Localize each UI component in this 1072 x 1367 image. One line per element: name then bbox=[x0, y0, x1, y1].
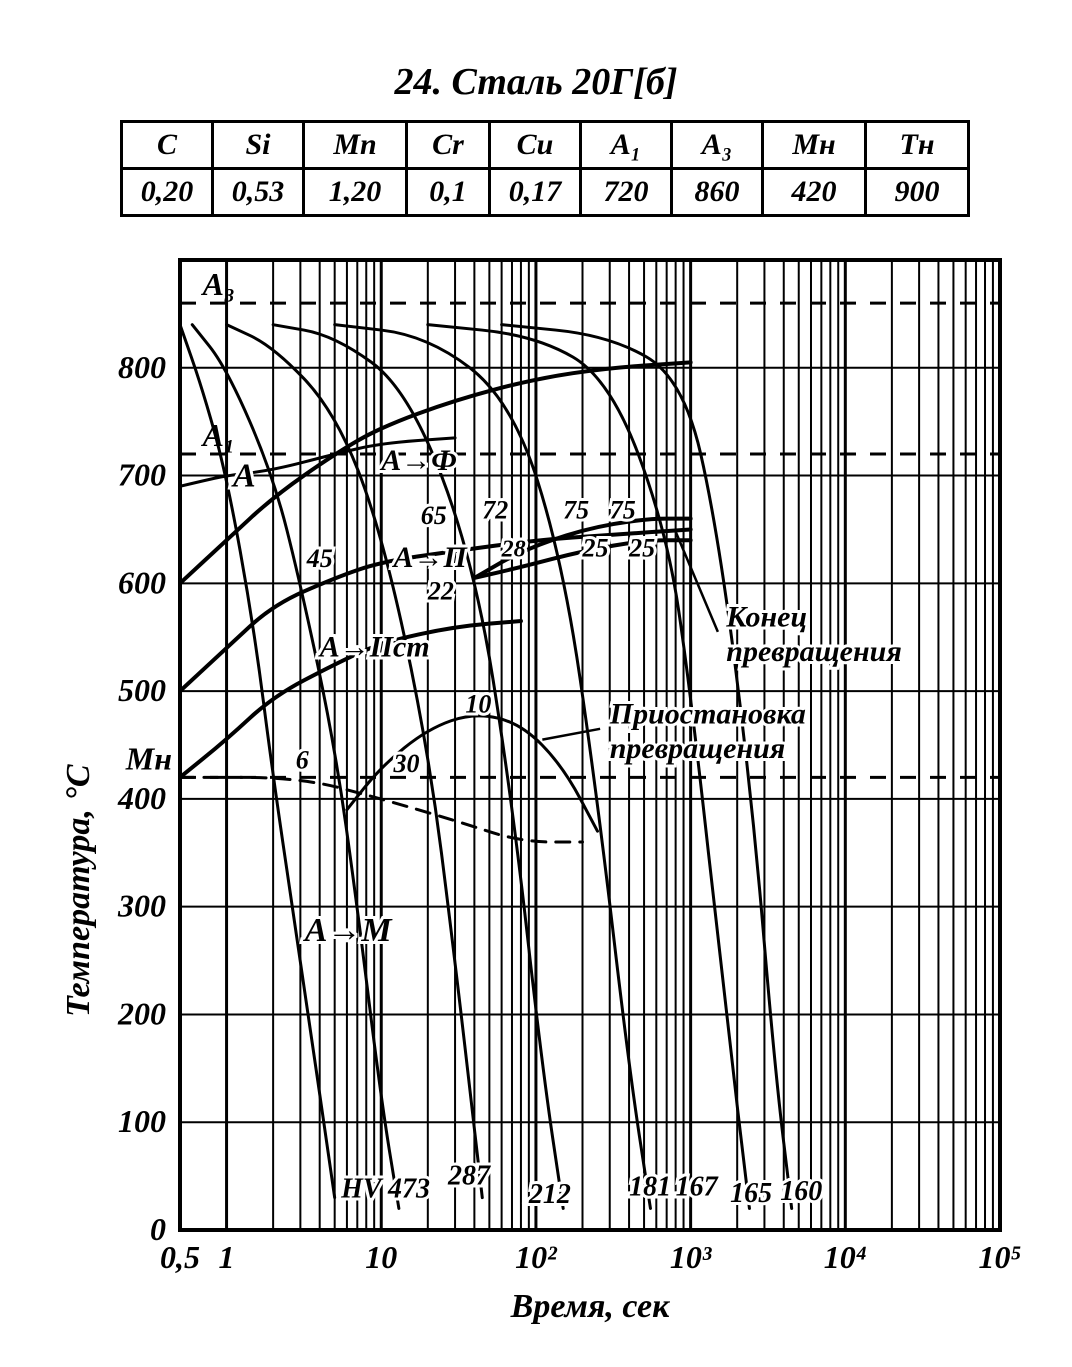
curve-pause_low bbox=[347, 716, 598, 831]
annotation: A→IIcт bbox=[318, 631, 430, 664]
svg-text:600: 600 bbox=[118, 564, 166, 600]
annotation: A bbox=[231, 457, 256, 494]
annotation: 167 bbox=[676, 1172, 719, 1203]
annotation: 6 bbox=[296, 746, 309, 775]
annotation: 181 bbox=[629, 1172, 671, 1203]
cct-diagram: 10020030040050060070080000,511010²10³10⁴… bbox=[0, 0, 1072, 1367]
svg-text:10⁵: 10⁵ bbox=[978, 1239, 1021, 1275]
svg-text:400: 400 bbox=[117, 780, 166, 816]
annotation: 25 bbox=[628, 533, 655, 562]
annotation: A→M bbox=[303, 912, 394, 949]
annotation: 165 bbox=[730, 1178, 772, 1209]
svg-text:10³: 10³ bbox=[670, 1239, 712, 1275]
annotation: 75 bbox=[610, 496, 636, 525]
annotation: Приостановка bbox=[609, 697, 806, 730]
annotation: Конец bbox=[725, 600, 807, 633]
annotation: 30 bbox=[392, 749, 419, 778]
annotation: 65 bbox=[421, 501, 447, 530]
annotation: 10 bbox=[465, 690, 491, 719]
annotation: A→П bbox=[391, 541, 468, 574]
svg-text:700: 700 bbox=[118, 457, 166, 493]
pointer-line bbox=[676, 532, 718, 632]
annotation: превращения bbox=[726, 635, 902, 668]
svg-text:10²: 10² bbox=[515, 1239, 558, 1275]
annotation: 75 bbox=[563, 496, 589, 525]
annotation: превращения bbox=[610, 732, 786, 765]
svg-text:300: 300 bbox=[117, 888, 166, 924]
curve-cool1 bbox=[180, 325, 335, 1198]
annotation: 25 bbox=[582, 533, 609, 562]
svg-text:Mн: Mн bbox=[125, 740, 172, 776]
annotation: 22 bbox=[427, 577, 454, 606]
svg-text:10⁴: 10⁴ bbox=[824, 1239, 867, 1275]
svg-text:800: 800 bbox=[118, 349, 166, 385]
annotation: HV 473 bbox=[340, 1174, 430, 1205]
svg-text:10: 10 bbox=[365, 1239, 397, 1275]
svg-text:1: 1 bbox=[219, 1239, 235, 1275]
annotation: 287 bbox=[447, 1161, 491, 1192]
annotation: A→Ф bbox=[379, 444, 457, 477]
svg-text:0,5: 0,5 bbox=[160, 1239, 200, 1275]
annotation: 28 bbox=[501, 536, 526, 562]
annotation: 212 bbox=[528, 1179, 571, 1210]
svg-text:100: 100 bbox=[118, 1103, 166, 1139]
annotation: 45 bbox=[306, 544, 333, 573]
svg-text:200: 200 bbox=[117, 995, 166, 1031]
annotation: 160 bbox=[780, 1176, 822, 1207]
annotation: 72 bbox=[482, 496, 508, 525]
svg-text:A₃: A₃ bbox=[201, 266, 236, 302]
svg-text:500: 500 bbox=[118, 672, 166, 708]
pointer-line bbox=[542, 729, 600, 740]
